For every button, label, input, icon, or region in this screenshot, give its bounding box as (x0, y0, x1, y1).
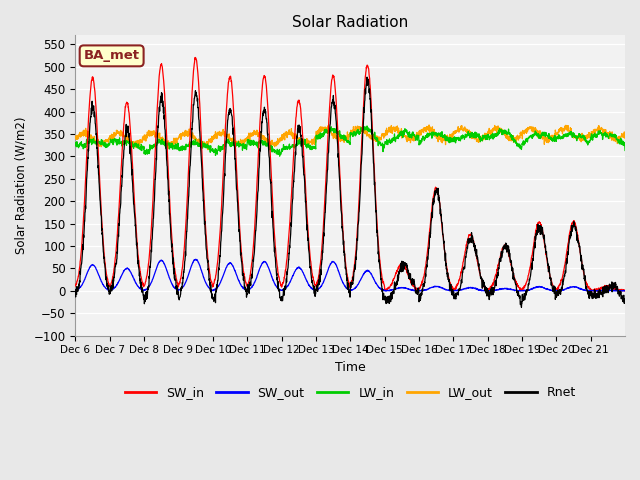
Title: Solar Radiation: Solar Radiation (292, 15, 408, 30)
Text: BA_met: BA_met (84, 49, 140, 62)
X-axis label: Time: Time (335, 361, 365, 374)
Y-axis label: Solar Radiation (W/m2): Solar Radiation (W/m2) (15, 117, 28, 254)
Legend: SW_in, SW_out, LW_in, LW_out, Rnet: SW_in, SW_out, LW_in, LW_out, Rnet (120, 382, 581, 405)
